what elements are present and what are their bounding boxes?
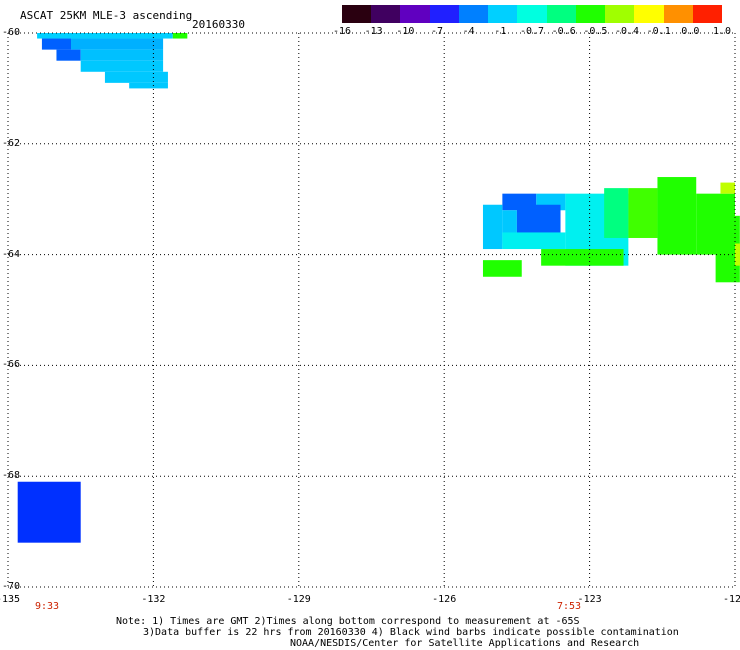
y-tick-label: -70 <box>2 581 21 592</box>
colorbar-swatch <box>517 5 548 23</box>
y-tick-label: -64 <box>2 248 21 260</box>
note-line-1: Note: 1) Times are GMT 2)Times along bot… <box>116 616 580 627</box>
wind-data-cell <box>17 481 81 543</box>
y-tick-label: -66 <box>2 359 21 371</box>
wind-data-cell <box>628 188 658 238</box>
colorbar-swatch <box>371 5 401 23</box>
colorbar-swatch <box>575 5 606 23</box>
colorbar-label: -16 <box>332 26 352 37</box>
colorbar-swatch <box>342 5 372 23</box>
map-date: 20160330 <box>192 18 245 31</box>
colorbar <box>342 5 723 23</box>
wind-data-cell <box>71 38 164 50</box>
pass-time-right: 7:53 <box>557 601 582 612</box>
wind-data-cell <box>502 232 566 250</box>
y-tick-label: -68 <box>2 470 21 482</box>
colorbar-label: -10 <box>396 26 415 37</box>
wind-data-cell <box>735 243 740 266</box>
note-line-3: NOAA/NESDIS/Center for Satellite Applica… <box>290 638 640 649</box>
colorbar-label: 0.0 <box>681 26 700 37</box>
x-tick-label: -120 <box>722 594 740 605</box>
y-tick-label: -60 <box>2 27 21 38</box>
wind-data-cell <box>657 177 697 255</box>
x-tick-label: -129 <box>286 594 311 605</box>
x-tick-label: -135 <box>0 594 21 605</box>
y-tick-label: -62 <box>2 137 21 149</box>
colorbar-label: -13 <box>364 26 383 37</box>
colorbar-label: -0.5 <box>583 26 608 37</box>
wind-data-cell <box>56 49 81 61</box>
colorbar-swatch <box>488 5 518 23</box>
colorbar-swatch <box>692 5 723 23</box>
wind-data-cell <box>80 60 164 72</box>
colorbar-label: -0.4 <box>615 26 640 37</box>
wind-data-cell <box>604 188 629 238</box>
pass-time-left: 9:33 <box>35 601 60 612</box>
colorbar-swatch <box>546 5 577 23</box>
wind-data-cell <box>129 82 168 89</box>
colorbar-swatch <box>663 5 694 23</box>
map-title: ASCAT 25KM MLE-3 ascending <box>20 9 193 22</box>
colorbar-swatch <box>605 5 635 23</box>
colorbar-swatch <box>429 5 460 23</box>
colorbar-label: -7 <box>430 26 444 37</box>
wind-data-cell <box>37 33 173 39</box>
wind-data-cell <box>720 182 735 194</box>
wind-data-cell <box>41 38 72 50</box>
colorbar-swatch <box>634 5 665 23</box>
note-line-2: 3)Data buffer is 22 hrs from 20160330 4)… <box>143 627 679 638</box>
colorbar-label: -1 <box>494 26 507 37</box>
wind-data-cell <box>541 249 624 266</box>
colorbar-swatch <box>400 5 431 23</box>
wind-data-cell <box>80 49 164 61</box>
wind-data-cell <box>482 260 522 277</box>
x-tick-label: -132 <box>141 594 166 605</box>
wind-data-cell <box>482 204 503 250</box>
colorbar-label: -4 <box>462 26 475 37</box>
colorbar-label: 1.0 <box>712 26 732 37</box>
colorbar-label: -0.7 <box>520 26 545 37</box>
wind-data-cell <box>104 71 168 83</box>
x-tick-label: -126 <box>432 594 457 605</box>
wind-data-cell <box>172 33 188 39</box>
colorbar-label: -0.6 <box>551 26 576 37</box>
x-tick-label: -123 <box>577 594 602 605</box>
colorbar-label: -0.1 <box>646 26 671 37</box>
colorbar-swatch <box>458 5 489 23</box>
